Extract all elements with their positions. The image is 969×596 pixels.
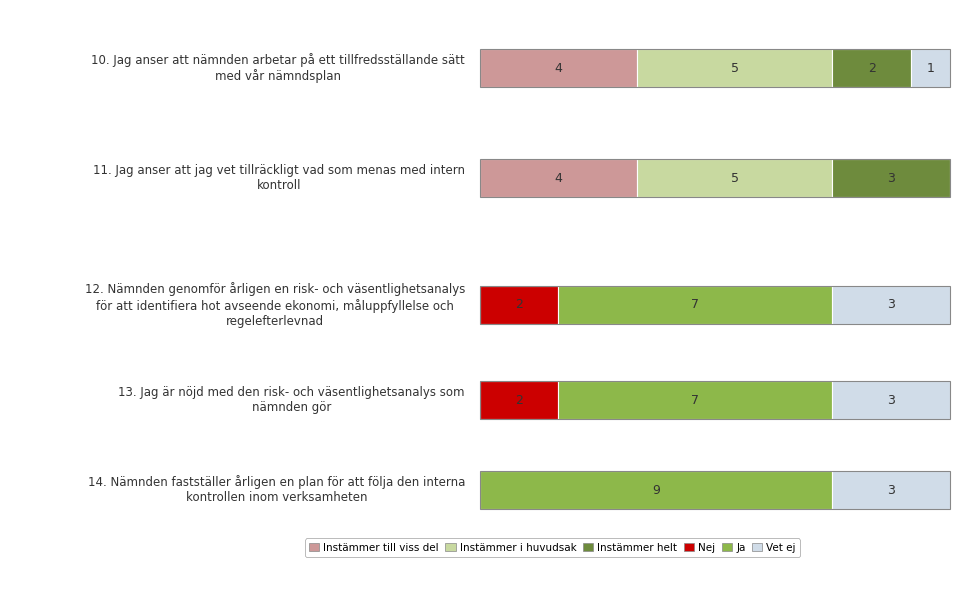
Bar [832, 49, 911, 87]
Text: 2: 2 [867, 61, 876, 74]
Bar [558, 286, 832, 324]
Text: 13. Jag är nöjd med den risk- och väsentlighetsanalys som
nämnden gör: 13. Jag är nöjd med den risk- och väsent… [118, 386, 465, 414]
Text: 5: 5 [731, 172, 738, 185]
Text: 1: 1 [926, 61, 934, 74]
Bar [480, 381, 558, 419]
Bar [832, 381, 950, 419]
Text: 2: 2 [516, 299, 523, 312]
Text: 3: 3 [888, 299, 895, 312]
Text: 3: 3 [888, 483, 895, 496]
Bar [480, 159, 950, 197]
Legend: Instämmer till viss del, Instämmer i huvudsak, Instämmer helt, Nej, Ja, Vet ej: Instämmer till viss del, Instämmer i huv… [304, 538, 800, 557]
Text: 3: 3 [888, 172, 895, 185]
Text: 14. Nämnden fastställer årligen en plan för att följa den interna
kontrollen ino: 14. Nämnden fastställer årligen en plan … [87, 476, 465, 504]
Text: 9: 9 [652, 483, 660, 496]
Bar [480, 159, 637, 197]
Bar [832, 471, 950, 509]
Bar [480, 471, 832, 509]
Bar [480, 286, 950, 324]
Text: 7: 7 [692, 299, 700, 312]
Text: 5: 5 [731, 61, 738, 74]
Text: 2: 2 [516, 393, 523, 406]
Bar [480, 286, 558, 324]
Bar [480, 49, 637, 87]
Bar [480, 471, 950, 509]
Bar [558, 381, 832, 419]
Text: 11. Jag anser att jag vet tillräckligt vad som menas med intern
kontroll: 11. Jag anser att jag vet tillräckligt v… [93, 164, 465, 192]
Bar [480, 381, 950, 419]
Bar [832, 159, 950, 197]
Bar [480, 49, 950, 87]
Text: 3: 3 [888, 393, 895, 406]
Text: 12. Nämnden genomför årligen en risk- och väsentlighetsanalys
för att identifier: 12. Nämnden genomför årligen en risk- oc… [84, 283, 465, 328]
Bar [637, 49, 832, 87]
Text: 7: 7 [692, 393, 700, 406]
Text: 4: 4 [554, 61, 562, 74]
Text: 4: 4 [554, 172, 562, 185]
Bar [832, 286, 950, 324]
Text: 10. Jag anser att nämnden arbetar på ett tillfredsställande sätt
med vår nämndsp: 10. Jag anser att nämnden arbetar på ett… [91, 53, 465, 83]
Bar [637, 159, 832, 197]
Bar [911, 49, 950, 87]
